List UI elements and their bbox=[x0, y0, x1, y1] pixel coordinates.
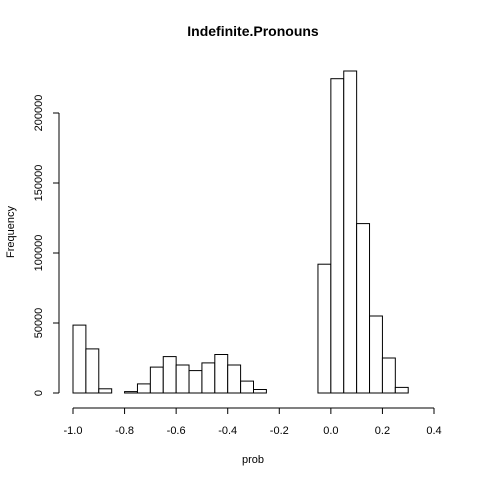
histogram-bar bbox=[136, 383, 151, 394]
histogram-bar bbox=[98, 388, 113, 394]
histogram-bar bbox=[381, 357, 396, 394]
y-tick-label: 200000 bbox=[33, 95, 45, 132]
y-axis-label: Frequency bbox=[5, 206, 17, 258]
histogram-bar bbox=[72, 324, 87, 394]
histogram-bar bbox=[369, 315, 383, 394]
histogram-bar bbox=[356, 223, 371, 394]
x-tick-label: -0.4 bbox=[218, 425, 237, 437]
histogram-bar bbox=[227, 364, 242, 394]
histogram-bar bbox=[317, 263, 332, 394]
x-tick-label: -1.0 bbox=[64, 425, 83, 437]
histogram-bar bbox=[394, 386, 409, 394]
x-tick-label: -0.8 bbox=[115, 425, 134, 437]
histogram-bar bbox=[188, 370, 203, 394]
histogram-bar bbox=[85, 348, 100, 394]
y-tick-label: 150000 bbox=[33, 165, 45, 202]
x-tick-label: 0.2 bbox=[375, 425, 390, 437]
histogram-bar bbox=[149, 366, 164, 394]
histogram-bar bbox=[330, 78, 345, 394]
histogram-bar bbox=[124, 391, 138, 394]
histogram-bar bbox=[214, 354, 229, 394]
histogram-bar bbox=[175, 364, 190, 394]
histogram-bar bbox=[201, 362, 216, 394]
x-tick-label: 0.0 bbox=[323, 425, 338, 437]
x-tick-label: 0.4 bbox=[426, 425, 441, 437]
histogram-bar bbox=[253, 389, 267, 394]
histogram-bar bbox=[162, 356, 177, 394]
y-tick-label: 50000 bbox=[33, 308, 45, 339]
y-tick-label: 100000 bbox=[33, 235, 45, 272]
y-axis: 0 50000 100000 150000 200000 bbox=[33, 95, 60, 396]
bars bbox=[72, 70, 409, 394]
y-tick-label: 0 bbox=[33, 390, 45, 396]
chart-title: Indefinite.Pronouns bbox=[187, 23, 319, 39]
histogram-bar bbox=[240, 380, 255, 394]
histogram-bar bbox=[343, 70, 358, 394]
x-axis: -1.0 -0.8 -0.6 -0.4 -0.2 0.0 0.2 0.4 bbox=[64, 407, 442, 437]
x-tick-label: -0.2 bbox=[270, 425, 289, 437]
x-axis-label: prob bbox=[242, 454, 264, 466]
x-tick-label: -0.6 bbox=[167, 425, 186, 437]
